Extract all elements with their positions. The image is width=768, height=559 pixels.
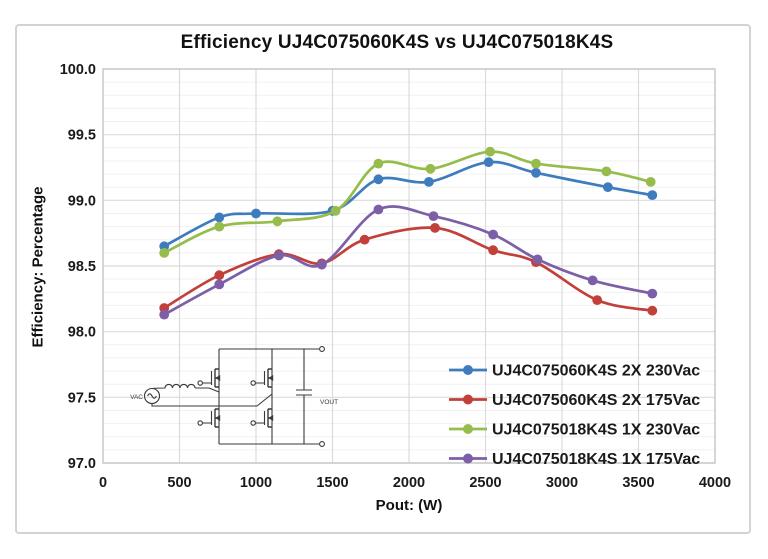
legend-marker	[463, 394, 473, 405]
plot-border	[102, 68, 716, 464]
legend-label: UJ4C075060K4S 2X 175Vac	[492, 392, 700, 409]
mosfet	[197, 368, 221, 388]
data-point	[587, 275, 598, 286]
data-point	[272, 216, 283, 227]
legend-label: UJ4C075018K4S 1X 175Vac	[492, 451, 700, 468]
gate-terminal	[197, 420, 203, 426]
y-axis-title: Efficiency: Percentage	[29, 186, 47, 348]
y-tick-label: 98.0	[68, 325, 96, 341]
legend-item: UJ4C075018K4S 1X 175Vac	[449, 451, 700, 468]
data-point	[592, 295, 603, 305]
data-point	[330, 205, 341, 216]
data-point	[214, 221, 225, 232]
data-point	[601, 166, 612, 177]
data-point	[274, 250, 284, 261]
output-terminal-bottom	[319, 441, 325, 447]
legend-item: UJ4C075060K4S 2X 175Vac	[449, 392, 700, 409]
vac-label: VAC	[130, 394, 143, 401]
chart-title: Efficiency UJ4C075060K4S vs UJ4C075018K4…	[180, 32, 614, 53]
data-point	[214, 279, 225, 290]
data-point	[430, 223, 440, 233]
series-line-0	[162, 160, 654, 248]
x-tick-label: 3000	[546, 475, 578, 491]
y-tick-label: 99.0	[68, 193, 96, 209]
data-point	[428, 211, 439, 222]
data-point	[532, 254, 543, 265]
x-axis-title: Pout: (W)	[375, 497, 443, 514]
x-tick-label: 1500	[316, 475, 348, 491]
inductor	[151, 383, 220, 393]
mosfet	[197, 408, 221, 428]
data-point	[488, 245, 498, 256]
series-line-2	[162, 150, 653, 255]
gridlines	[102, 68, 716, 464]
legend-label: UJ4C075060K4S 2X 230Vac	[492, 363, 700, 380]
data-point	[424, 177, 434, 187]
legend-label: UJ4C075018K4S 1X 230Vac	[492, 422, 700, 439]
vout-label: VOUT	[320, 399, 338, 406]
legend-marker	[463, 453, 473, 464]
data-point	[647, 190, 658, 201]
x-tick-label: 0	[99, 475, 107, 491]
output-terminal-top	[319, 346, 325, 352]
gate-terminal	[250, 420, 256, 426]
chart-frame: Efficiency UJ4C075060K4S vs UJ4C075018K4…	[15, 24, 751, 534]
data-point	[214, 270, 225, 281]
y-tick-label: 97.5	[68, 390, 96, 406]
data-point	[647, 288, 658, 299]
circuit-inset: VAC VOUT	[130, 346, 338, 447]
efficiency-chart: 97.0 97.5 98.0 98.5 99.0 99.5 100.0 0 500 1000 150…	[60, 62, 731, 491]
gate-terminal	[197, 380, 203, 386]
data-point	[488, 229, 498, 240]
x-tick-label: 2000	[393, 475, 425, 491]
y-tick-label: 100.0	[60, 62, 96, 78]
data-point	[214, 212, 225, 223]
data-point	[531, 158, 541, 169]
legend-marker	[463, 365, 473, 375]
series-line-1	[162, 226, 654, 313]
legend-item: UJ4C075060K4S 2X 230Vac	[449, 363, 700, 380]
data-point	[647, 305, 658, 316]
capacitor	[296, 349, 312, 444]
legend-item: UJ4C075018K4S 1X 230Vac	[449, 422, 700, 439]
legend-marker	[463, 424, 473, 434]
y-tick-label: 99.5	[68, 128, 96, 144]
data-point	[251, 208, 261, 219]
x-tick-label: 500	[167, 475, 191, 491]
data-point	[603, 182, 613, 193]
legend: UJ4C075060K4S 2X 230Vac UJ4C075060K4S 2X …	[449, 363, 700, 468]
data-point	[425, 163, 436, 174]
x-tick-label: 3500	[622, 475, 654, 491]
data-point	[373, 158, 384, 169]
data-point	[483, 157, 494, 168]
data-point	[485, 146, 495, 157]
mosfet	[250, 368, 274, 388]
data-point	[359, 234, 370, 245]
data-point	[373, 174, 384, 185]
data-point	[531, 167, 541, 178]
gate-terminal	[250, 380, 256, 386]
y-tick-label: 97.0	[68, 456, 96, 472]
data-point	[316, 259, 327, 270]
data-point	[645, 177, 656, 187]
x-tick-label: 4000	[699, 475, 731, 491]
series-line-3	[162, 205, 654, 316]
data-point	[159, 248, 170, 258]
x-tick-label: 2500	[469, 475, 501, 491]
y-tick-label: 98.5	[68, 259, 96, 275]
data-point	[373, 204, 384, 215]
data-point	[159, 309, 170, 320]
x-tick-label: 1000	[240, 475, 272, 491]
mosfet	[250, 408, 274, 428]
